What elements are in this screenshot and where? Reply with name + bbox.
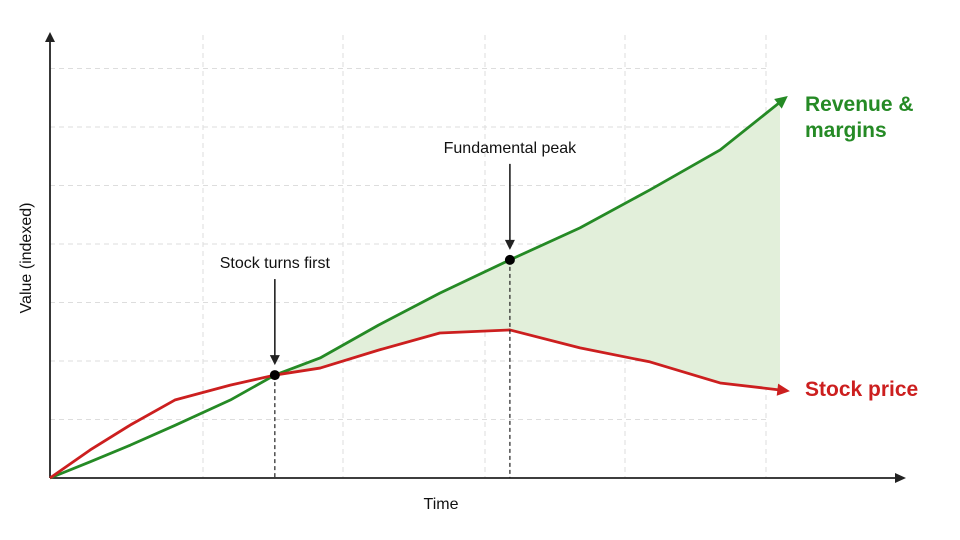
series-arrow [774,95,788,109]
series-label: Stock price [805,377,919,401]
series-line [49,101,781,480]
y-axis-label: Value (indexed) [18,203,35,314]
axes [49,34,903,479]
annotation-arrowhead [504,239,515,250]
series-line [49,328,781,480]
annotation-dot [504,254,515,265]
annotation-text: Stock turns first [220,255,331,272]
annotation-dot [269,370,280,381]
series-label: Revenue & margins [805,93,914,143]
annotation-arrowhead [269,355,280,366]
annotation-text: Fundamental peak [444,140,578,157]
series-arrow [776,383,790,396]
gap-area [274,102,780,390]
x-axis-label: Time [424,496,459,513]
